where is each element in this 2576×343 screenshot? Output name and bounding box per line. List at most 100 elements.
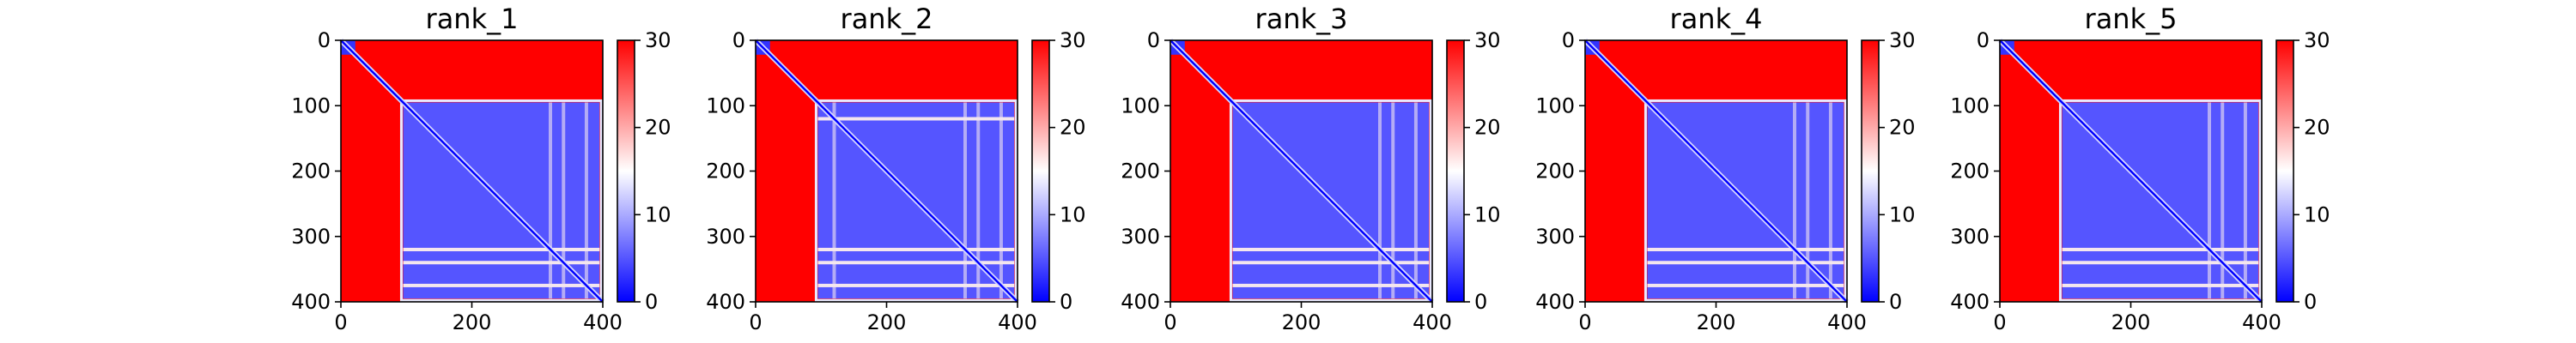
heatmap-stripe-row: [403, 248, 600, 251]
heatmap-stripe-col: [1806, 102, 1810, 299]
y-tick-label: 300: [1950, 225, 1990, 249]
colorbar-tick-label: 20: [2304, 116, 2330, 140]
heatmap-stripe-row: [2062, 248, 2259, 251]
y-tick-label: 0: [732, 28, 745, 52]
y-tick-label: 100: [1950, 93, 1990, 117]
colorbar-frame: [1031, 39, 1050, 303]
colorbar-tick-label: 20: [645, 116, 671, 140]
y-tick-label: 100: [706, 93, 745, 117]
y-tick-label: 100: [291, 93, 331, 117]
heatmap-stripe-row: [1232, 261, 1430, 265]
heatmap-stripe-row: [817, 117, 1015, 121]
x-tick-label: 200: [1697, 310, 1736, 334]
heatmap-stripe-col: [549, 102, 552, 299]
heatmap-stripe-row: [817, 261, 1015, 265]
heatmap-block-edge: [1229, 99, 1432, 302]
x-tick-label: 200: [1282, 310, 1321, 334]
colorbar: [1862, 40, 1879, 302]
y-tick-label: 0: [1977, 28, 1990, 52]
heatmap-stripe-row: [1232, 283, 1430, 287]
y-tick-label: 400: [1950, 290, 1990, 314]
heatmap-stripe-row: [2062, 283, 2259, 287]
x-tick-label: 200: [453, 310, 492, 334]
heatmap-stripe-row: [2062, 261, 2259, 265]
heatmap-diagonal: [1999, 39, 2263, 303]
heatmap-block-edge: [1643, 99, 1847, 302]
y-tick-label: 0: [1562, 28, 1575, 52]
y-tick-label: 300: [291, 225, 331, 249]
colorbar: [1032, 40, 1049, 302]
heatmap-diagonal: [755, 39, 1018, 303]
heatmap-stripe-col: [1828, 102, 1832, 299]
heatmap-stripe-col: [1378, 102, 1382, 299]
heatmap-stripe-col: [832, 102, 836, 299]
colorbar-tick-label: 10: [1889, 202, 1916, 226]
y-tick-label: 400: [1121, 290, 1160, 314]
y-tick-label: 400: [706, 290, 745, 314]
colorbar-tick-label: 0: [645, 290, 658, 314]
colorbar-tick-label: 0: [1060, 290, 1072, 314]
colorbar-tick-label: 30: [2304, 28, 2330, 52]
y-tick-label: 0: [1147, 28, 1160, 52]
heatmap-stripe-col: [976, 102, 981, 299]
colorbar: [1447, 40, 1464, 302]
colorbar-frame: [617, 39, 635, 303]
x-tick-label: 400: [998, 310, 1037, 334]
panel-title: rank_5: [2085, 3, 2178, 35]
heatmap-stripe-row: [1647, 283, 1844, 287]
heatmap-stripe-col: [963, 102, 967, 299]
heatmap-stripe-row: [1647, 261, 1844, 265]
heatmap-stripe-row: [1232, 248, 1430, 251]
heatmap-diagonal: [1584, 39, 1848, 303]
colorbar-tick-label: 20: [1060, 116, 1086, 140]
heatmap-stripe-col: [2221, 102, 2225, 299]
y-tick-label: 200: [1950, 159, 1990, 184]
y-tick-label: 200: [291, 159, 331, 184]
heatmap-block-edge: [399, 99, 603, 302]
x-tick-label: 0: [749, 310, 762, 334]
colorbar-tick-label: 10: [645, 202, 671, 226]
y-tick-label: 100: [1121, 93, 1160, 117]
heatmap-stripe-row: [403, 283, 600, 287]
heatmap-stripe-row: [403, 261, 600, 265]
colorbar-tick-label: 0: [1889, 290, 1902, 314]
x-tick-label: 400: [1827, 310, 1867, 334]
heatmap-stripe-col: [1793, 102, 1796, 299]
colorbar-tick-label: 30: [645, 28, 671, 52]
colorbar-tick-label: 30: [1060, 28, 1086, 52]
y-tick-label: 0: [318, 28, 331, 52]
x-tick-label: 0: [1163, 310, 1176, 334]
y-tick-label: 200: [1535, 159, 1575, 184]
colorbar-frame: [2275, 39, 2294, 303]
heatmap-stripe-row: [817, 248, 1015, 251]
x-tick-label: 200: [2111, 310, 2151, 334]
colorbar-tick-label: 20: [1474, 116, 1501, 140]
heatmap-stripe-row: [1647, 248, 1844, 251]
colorbar-tick-label: 0: [2304, 290, 2317, 314]
heatmap-diagonal: [340, 39, 604, 303]
colorbar-tick-label: 20: [1889, 116, 1916, 140]
x-tick-label: 0: [1993, 310, 2006, 334]
colorbar-frame: [1446, 39, 1465, 303]
colorbar-frame: [1861, 39, 1880, 303]
x-tick-label: 400: [2242, 310, 2281, 334]
heatmap-stripe-col: [1391, 102, 1395, 299]
x-tick-label: 0: [334, 310, 347, 334]
x-tick-label: 400: [1413, 310, 1452, 334]
panel-title: rank_1: [426, 3, 519, 35]
y-tick-label: 200: [1121, 159, 1160, 184]
y-tick-label: 400: [291, 290, 331, 314]
y-tick-label: 200: [706, 159, 745, 184]
y-tick-label: 100: [1535, 93, 1575, 117]
heatmap-stripe-col: [562, 102, 566, 299]
heatmap-block-edge: [2058, 99, 2262, 302]
heatmap-stripe-row: [817, 283, 1015, 287]
panel-title: rank_2: [841, 3, 933, 35]
heatmap-block-edge: [814, 99, 1018, 302]
heatmap-stripe-col: [1413, 102, 1418, 299]
colorbar-tick-label: 0: [1474, 290, 1487, 314]
